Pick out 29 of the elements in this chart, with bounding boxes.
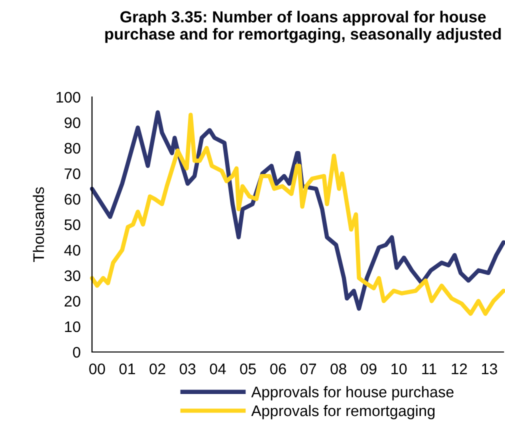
y-tick-label: 50 xyxy=(64,219,80,230)
y-tick-label: 60 xyxy=(64,194,80,205)
x-tick-label: 06 xyxy=(270,364,286,374)
x-tick-label: 03 xyxy=(180,364,196,374)
x-tick-label: 10 xyxy=(391,364,407,374)
x-tick-label: 01 xyxy=(119,364,136,374)
x-tick-label: 09 xyxy=(360,364,376,374)
x-tick-label: 11 xyxy=(422,364,436,374)
x-tick-label: 00 xyxy=(89,364,106,374)
x-tick-label: 07 xyxy=(300,364,316,374)
y-tick-label: 90 xyxy=(64,117,80,128)
x-tick-label: 08 xyxy=(330,364,346,374)
y-tick-label: 20 xyxy=(64,296,80,307)
y-tick-label: 40 xyxy=(64,244,80,256)
x-tick-label: 12 xyxy=(452,364,467,374)
x-tick-label: 05 xyxy=(240,364,256,374)
x-tick-label: 02 xyxy=(150,364,166,374)
y-tick-label: 70 xyxy=(64,168,80,180)
x-tick-label: 04 xyxy=(210,364,226,374)
y-tick-label: 10 xyxy=(65,321,80,332)
chart-title: Graph 3.35: Number of loans approval for house purchase and for remortgaging, seasonally adjusted xyxy=(105,10,501,43)
x-tick-label: 13 xyxy=(482,364,498,374)
y-tick-label: 80 xyxy=(64,142,80,154)
legend-label: Approvals for house purchase xyxy=(251,386,454,400)
legend-label: Approvals for remortgaging xyxy=(251,404,434,420)
y-tick-label: 30 xyxy=(64,270,80,282)
y-tick-label: 100 xyxy=(56,92,80,103)
y-tick-label: 0 xyxy=(72,346,80,358)
y-axis-title: Thousands xyxy=(32,187,44,262)
